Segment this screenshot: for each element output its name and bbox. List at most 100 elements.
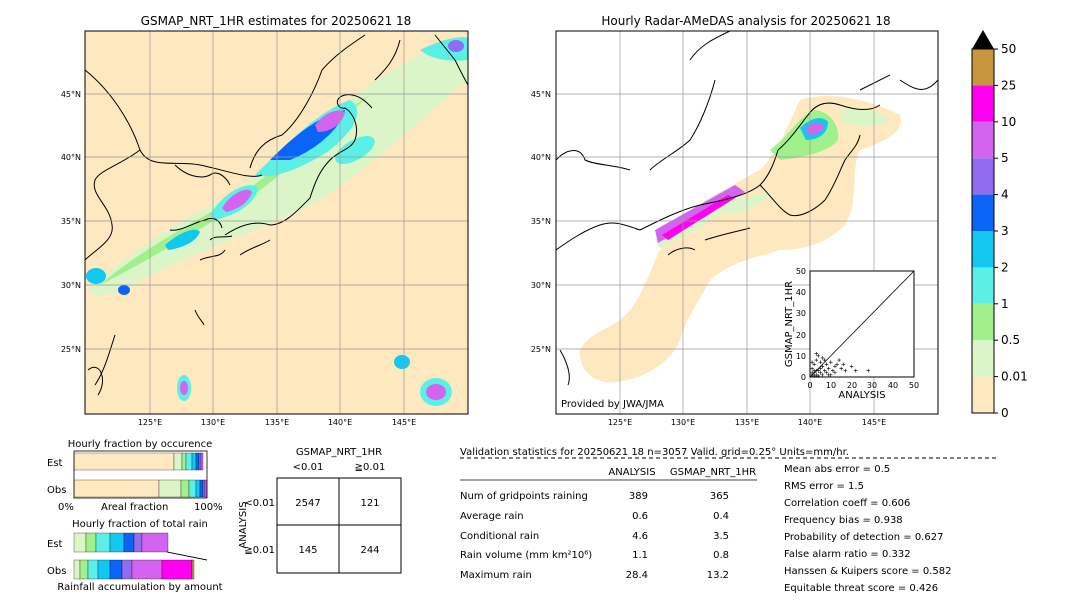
scatter-point bbox=[810, 370, 814, 375]
scatter-xlabel: ANALYSIS bbox=[838, 390, 885, 401]
scatter-point bbox=[829, 373, 833, 377]
contingency-col-header: ≧0.01 bbox=[355, 462, 386, 473]
gsmap-coastlines bbox=[85, 34, 468, 396]
colorbar-box bbox=[972, 303, 994, 341]
fraction-segment bbox=[97, 559, 111, 580]
fraction-segment bbox=[185, 452, 193, 471]
scatter-point bbox=[816, 374, 821, 378]
fraction-segment bbox=[85, 532, 97, 553]
scatter-point bbox=[835, 362, 839, 367]
scatter-x-ticks: 0 10 20 30 40 50 bbox=[807, 381, 919, 390]
scatter-point bbox=[810, 366, 814, 371]
scatter-x-tick: 20 bbox=[847, 381, 857, 390]
validation-row-gsmap: 3.5 bbox=[713, 531, 729, 542]
fraction-segment bbox=[109, 532, 125, 553]
scatter-point bbox=[812, 362, 816, 367]
scatter-y-tick: 50 bbox=[796, 267, 806, 276]
gsmap-y-ticks: 25°N 30°N 35°N 40°N 45°N bbox=[61, 90, 81, 354]
colorbar-extend-arrow bbox=[972, 30, 994, 49]
gsmap-x-tick: 130°E bbox=[201, 418, 225, 427]
colorbar-boxes bbox=[972, 49, 994, 413]
colorbar-label: 10 bbox=[1001, 115, 1016, 129]
colorbar-box bbox=[972, 121, 994, 159]
scatter-point bbox=[853, 368, 858, 373]
occurrence-obs-label: Obs bbox=[47, 485, 66, 496]
scatter-point bbox=[818, 366, 823, 371]
fraction-segment bbox=[173, 452, 183, 471]
scatter-point bbox=[843, 368, 848, 373]
validation-row-gsmap: 13.2 bbox=[707, 570, 729, 581]
contingency-row-axis: ANALYSIS bbox=[238, 501, 249, 548]
colorbar-label: 25 bbox=[1001, 78, 1016, 92]
contingency-cell: 244 bbox=[360, 545, 379, 556]
colorbar-label: 2 bbox=[1001, 260, 1009, 274]
validation-score: Equitable threat score = 0.426 bbox=[784, 583, 938, 594]
validation-scores: Mean abs error = 0.5 RMS error = 1.5 Cor… bbox=[784, 464, 951, 594]
total-rain-fraction-chart: Hourly fraction of total rain Est Obs Ra… bbox=[47, 519, 223, 593]
colorbar-box bbox=[972, 158, 994, 195]
radar-x-tick: 125°E bbox=[608, 418, 632, 427]
gsmap-x-tick: 140°E bbox=[328, 418, 352, 427]
validation-row: Average rain 0.6 0.4 bbox=[460, 511, 729, 522]
colorbar-label: 0.5 bbox=[1001, 333, 1020, 347]
scatter-points bbox=[810, 351, 871, 378]
fraction-segment bbox=[141, 532, 169, 553]
validation-row-label: Rain volume (mm km²10⁶) bbox=[460, 550, 592, 561]
total-rain-obs-bar bbox=[73, 559, 195, 580]
validation-row: Maximum rain 28.4 13.2 bbox=[460, 570, 729, 581]
contingency-cell: 145 bbox=[298, 545, 317, 556]
colorbar-box bbox=[972, 340, 994, 377]
validation-header: Validation statistics for 20250621 18 n=… bbox=[460, 447, 849, 458]
radar-map-title: Hourly Radar-AMeDAS analysis for 2025062… bbox=[601, 14, 890, 28]
fraction-segment bbox=[202, 479, 206, 498]
validation-row-label: Num of gridpoints raining bbox=[460, 491, 588, 502]
fraction-segment bbox=[123, 532, 135, 553]
total-rain-est-label: Est bbox=[47, 539, 63, 550]
occurrence-est-label: Est bbox=[47, 458, 63, 469]
colorbar-box bbox=[972, 231, 994, 268]
scatter-y-tick: 10 bbox=[796, 352, 806, 361]
scatter-point bbox=[833, 370, 837, 375]
validation-score: RMS error = 1.5 bbox=[784, 481, 864, 492]
fraction-segment bbox=[195, 479, 201, 498]
radar-y-tick: 25°N bbox=[531, 345, 551, 354]
validation-score: Probability of detection = 0.627 bbox=[784, 532, 943, 543]
colorbar-labels: 0 0.01 0.5 1 2 3 4 5 10 25 50 bbox=[994, 42, 1028, 420]
contingency-row-header: <0.01 bbox=[244, 498, 275, 509]
occurrence-obs-bar bbox=[73, 479, 208, 498]
validation-row-label: Maximum rain bbox=[460, 570, 532, 581]
radar-y-tick: 45°N bbox=[531, 90, 551, 99]
scatter-y-tick: 0 bbox=[801, 373, 806, 382]
occurrence-xlabel: Areal fraction bbox=[101, 502, 168, 513]
validation-row-label: Conditional rain bbox=[460, 531, 539, 542]
scatter-point bbox=[831, 368, 835, 373]
scatter-point bbox=[839, 366, 843, 371]
occurrence-est-bar bbox=[73, 452, 204, 471]
scatter-point bbox=[816, 354, 821, 358]
contingency-row-header: ≧0.01 bbox=[244, 545, 275, 556]
scatter-x-tick: 10 bbox=[826, 381, 836, 390]
gsmap-x-tick: 125°E bbox=[138, 418, 162, 427]
scatter-x-tick: 0 bbox=[807, 381, 812, 390]
gsmap-map-panel: GSMAP_NRT_1HR estimates for 20250621 18 bbox=[61, 14, 469, 427]
scatter-point bbox=[866, 368, 871, 373]
scatter-point bbox=[818, 370, 823, 375]
scatter-diagonal bbox=[809, 270, 915, 378]
colorbar-box bbox=[972, 49, 994, 86]
occurrence-title: Hourly fraction by occurence bbox=[68, 439, 212, 450]
validation-row: Num of gridpoints raining 389 365 bbox=[460, 491, 729, 502]
validation-col-gsmap: GSMAP_NRT_1HR bbox=[670, 467, 756, 478]
fraction-segment bbox=[161, 559, 193, 580]
radar-y-ticks: 25°N 30°N 35°N 40°N 45°N bbox=[531, 90, 551, 354]
fraction-segment bbox=[73, 532, 87, 553]
gsmap-gridlines bbox=[85, 31, 468, 414]
validation-row-analysis: 0.6 bbox=[632, 511, 648, 522]
validation-row-gsmap: 365 bbox=[710, 491, 729, 502]
scatter-inset: 0 10 20 30 40 50 0 10 20 30 40 50 ANALYS… bbox=[784, 267, 919, 401]
contingency-cell: 121 bbox=[360, 498, 379, 509]
scatter-ylabel: GSMAP_NRT_1HR bbox=[784, 281, 795, 367]
scatter-point bbox=[822, 358, 827, 362]
colorbar-box bbox=[972, 267, 994, 304]
scatter-point bbox=[820, 356, 825, 360]
fraction-segment bbox=[95, 532, 111, 553]
